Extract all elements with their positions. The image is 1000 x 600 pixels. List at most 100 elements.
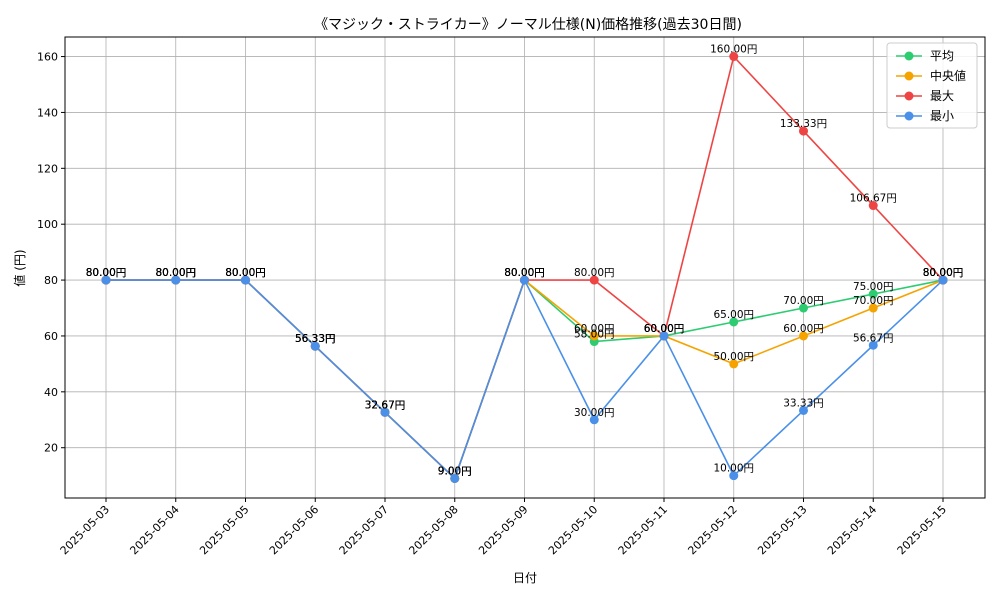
y-axis-label: 値 (円) bbox=[12, 249, 27, 286]
x-axis-ticks: 2025-05-03 2025-05-04 2025-05-05 2025-05-06… bbox=[58, 498, 949, 557]
data-label: 56.33円 bbox=[295, 333, 336, 345]
x-tick-label: 2025-05-11 bbox=[616, 503, 670, 557]
data-label: 133.33円 bbox=[780, 118, 827, 130]
data-point bbox=[868, 289, 878, 299]
data-label: 80.00円 bbox=[504, 267, 545, 279]
data-point bbox=[799, 303, 808, 313]
data-label: 60.00円 bbox=[644, 323, 685, 335]
data-label: 56.33円 bbox=[295, 333, 336, 345]
x-tick-label: 2025-05-13 bbox=[755, 503, 809, 557]
data-label: 80.00円 bbox=[504, 267, 545, 279]
data-point bbox=[380, 407, 390, 417]
data-label: 80.00円 bbox=[86, 267, 127, 279]
data-point bbox=[589, 275, 599, 285]
data-point bbox=[799, 405, 808, 415]
data-label: 80.00円 bbox=[155, 267, 196, 279]
y-tick-label: 60 bbox=[44, 330, 58, 343]
legend-box bbox=[886, 42, 978, 129]
data-label: 80.00円 bbox=[923, 267, 964, 279]
data-label: 80.00円 bbox=[155, 267, 196, 279]
data-label: 32.67円 bbox=[365, 399, 406, 411]
data-label: 70.00円 bbox=[853, 295, 894, 307]
x-tick-label: 2025-05-05 bbox=[197, 503, 251, 557]
data-point bbox=[729, 52, 739, 62]
data-point bbox=[589, 415, 599, 425]
x-tick-label: 2025-05-08 bbox=[406, 503, 460, 557]
y-tick-label: 160 bbox=[37, 51, 58, 64]
x-tick-label: 2025-05-10 bbox=[546, 503, 600, 557]
data-label: 58.00円 bbox=[574, 329, 615, 341]
legend-item: 平均 bbox=[896, 49, 954, 63]
data-label: 60.00円 bbox=[644, 323, 685, 335]
data-labels: 80.00円 80.00円 80.00円 56.33円 32.67円 9.00円 80.00… bbox=[86, 44, 964, 478]
data-label: 9.00円 bbox=[438, 465, 472, 477]
legend-item: 最小 bbox=[896, 109, 954, 123]
data-label: 70.00円 bbox=[783, 295, 824, 307]
data-label: 80.00円 bbox=[923, 267, 964, 279]
data-label: 80.00円 bbox=[225, 267, 266, 279]
data-label: 80.00円 bbox=[504, 267, 545, 279]
data-label: 80.00円 bbox=[574, 267, 615, 279]
data-label: 56.33円 bbox=[295, 333, 336, 345]
data-point bbox=[589, 331, 599, 341]
legend-marker bbox=[904, 71, 914, 81]
data-point bbox=[729, 471, 739, 481]
data-point bbox=[868, 303, 878, 313]
series-layer bbox=[101, 52, 948, 483]
data-point bbox=[938, 275, 948, 285]
y-tick-label: 80 bbox=[44, 274, 58, 287]
data-point bbox=[520, 275, 529, 285]
legend-marker bbox=[904, 91, 914, 101]
y-tick-label: 120 bbox=[37, 162, 58, 175]
x-axis-label: 日付 bbox=[513, 571, 537, 585]
data-point bbox=[659, 331, 669, 341]
legend-label: 中央値 bbox=[930, 68, 966, 83]
data-label: 80.00円 bbox=[86, 267, 127, 279]
data-label: 80.00円 bbox=[923, 267, 964, 279]
data-point bbox=[729, 317, 739, 327]
y-tick-label: 100 bbox=[37, 218, 58, 231]
data-point bbox=[868, 201, 878, 211]
data-label: 30.00円 bbox=[574, 407, 615, 419]
x-tick-label: 2025-05-06 bbox=[267, 503, 321, 557]
data-label: 32.67円 bbox=[365, 399, 406, 411]
x-tick-label: 2025-05-04 bbox=[127, 503, 181, 557]
legend-item: 中央値 bbox=[896, 68, 966, 83]
data-point bbox=[241, 275, 250, 285]
y-tick-label: 140 bbox=[37, 106, 58, 119]
chart-title: 《マジック・ストライカー》ノーマル仕様(N)価格推移(過去30日間) bbox=[314, 17, 742, 33]
data-label: 9.00円 bbox=[438, 465, 472, 477]
data-label: 80.00円 bbox=[86, 267, 127, 279]
data-point bbox=[171, 275, 181, 285]
x-tick-label: 2025-05-07 bbox=[337, 503, 391, 557]
data-label: 9.00円 bbox=[438, 465, 472, 477]
data-label: 65.00円 bbox=[713, 309, 754, 321]
data-label: 80.00円 bbox=[225, 267, 266, 279]
data-label: 56.67円 bbox=[853, 332, 894, 344]
y-axis-ticks: 20 40 60 80 100 120 140 160 bbox=[37, 51, 65, 455]
x-tick-label: 2025-05-09 bbox=[476, 503, 530, 557]
data-label: 75.00円 bbox=[853, 281, 894, 293]
y-tick-label: 20 bbox=[44, 442, 58, 455]
data-label: 60.00円 bbox=[574, 323, 615, 335]
data-label: 56.33円 bbox=[295, 333, 336, 345]
data-point bbox=[799, 126, 808, 136]
data-label: 33.33円 bbox=[783, 397, 824, 409]
data-point bbox=[868, 340, 878, 350]
data-label: 80.00円 bbox=[225, 267, 266, 279]
x-tick-label: 2025-05-03 bbox=[58, 503, 112, 557]
data-label: 80.00円 bbox=[225, 267, 266, 279]
data-label: 32.67円 bbox=[365, 399, 406, 411]
data-point bbox=[729, 359, 739, 369]
data-label: 80.00円 bbox=[155, 267, 196, 279]
data-point bbox=[310, 341, 320, 351]
series-最小 bbox=[101, 275, 948, 483]
y-tick-label: 40 bbox=[44, 386, 58, 399]
data-point bbox=[799, 331, 808, 341]
data-label: 50.00円 bbox=[713, 351, 754, 363]
data-label: 60.00円 bbox=[783, 323, 824, 335]
data-label: 32.67円 bbox=[365, 399, 406, 411]
data-point bbox=[450, 473, 460, 483]
